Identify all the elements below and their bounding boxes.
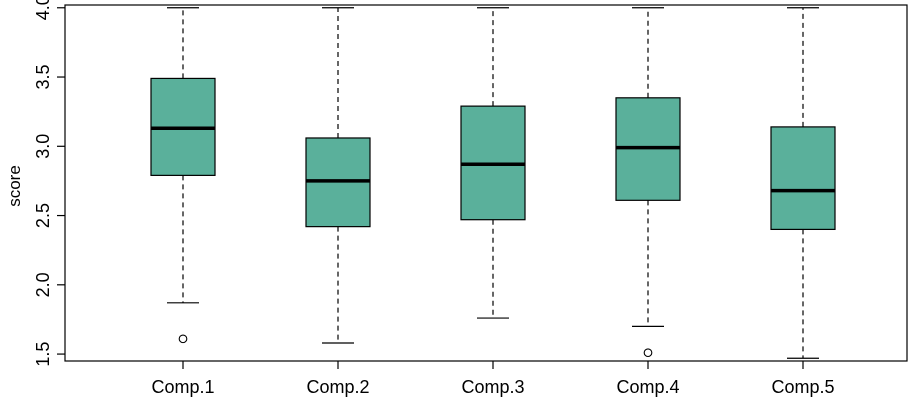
outlier-point — [178, 334, 188, 344]
y-tick-label: 3.0 — [33, 134, 53, 159]
y-axis-title: score — [5, 165, 24, 207]
x-tick-label: Comp.4 — [616, 377, 679, 397]
y-tick-label: 2.0 — [33, 272, 53, 297]
x-tick-label: Comp.1 — [151, 377, 214, 397]
x-axis: Comp.1 Comp.2 Comp.3 Comp.4 Comp.5 — [151, 361, 835, 397]
boxes-group — [150, 7, 836, 359]
iqr-box — [770, 126, 836, 231]
x-tick-label: Comp.3 — [461, 377, 524, 397]
outlier-point — [643, 348, 653, 358]
y-tick-label: 2.5 — [33, 203, 53, 228]
plot-frame — [64, 4, 908, 362]
y-tick-label: 4.0 — [33, 0, 53, 20]
y-axis: 1.5 2.0 2.5 3.0 3.5 4.0 — [33, 0, 65, 367]
x-tick-label: Comp.2 — [306, 377, 369, 397]
box-3 — [460, 7, 526, 319]
box-5 — [770, 7, 836, 359]
y-tick-label: 1.5 — [33, 342, 53, 367]
box-1 — [150, 7, 216, 344]
x-tick-label: Comp.5 — [771, 377, 834, 397]
box-4 — [615, 7, 681, 358]
y-tick-label: 3.5 — [33, 65, 53, 90]
box-2 — [305, 7, 371, 344]
